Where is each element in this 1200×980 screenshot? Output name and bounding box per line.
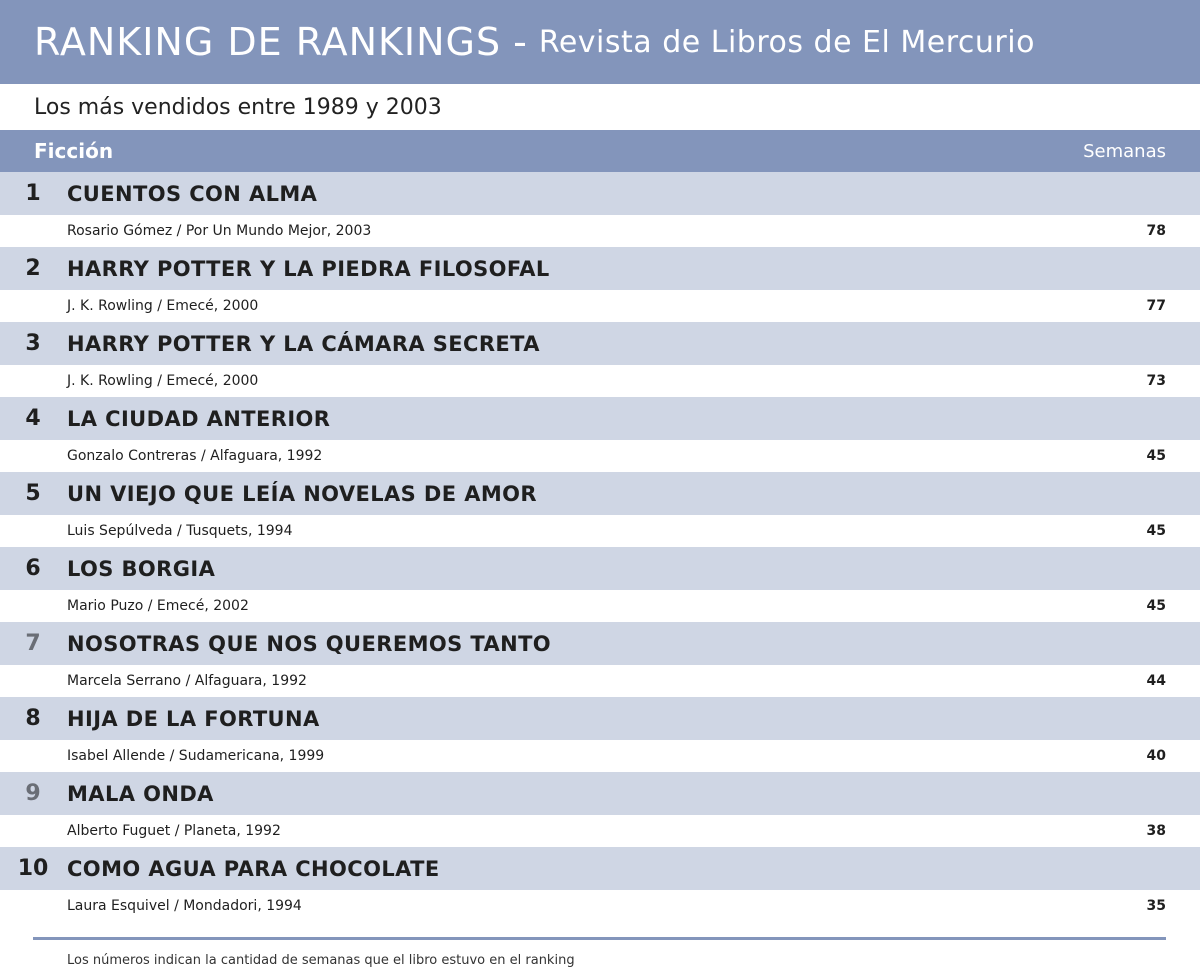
weeks-count: 38 — [1146, 823, 1166, 839]
author-publisher: Laura Esquivel / Mondadori, 1994 — [67, 898, 302, 914]
rank-number: 8 — [25, 706, 41, 731]
book-detail-row: Luis Sepúlveda / Tusquets, 1994 45 — [0, 515, 1200, 547]
page-header: RANKING DE RANKINGS - Revista de Libros … — [0, 0, 1200, 84]
weeks-count: 77 — [1146, 298, 1166, 314]
book-detail-row: Alberto Fuguet / Planeta, 1992 38 — [0, 815, 1200, 847]
book-title: LA CIUDAD ANTERIOR — [67, 406, 331, 431]
author-publisher: J. K. Rowling / Emecé, 2000 — [67, 298, 259, 314]
footnote: Los números indican la cantidad de seman… — [67, 953, 575, 968]
author-publisher: J. K. Rowling / Emecé, 2000 — [67, 373, 259, 389]
rank-number: 4 — [25, 406, 41, 431]
rank-number: 2 — [25, 256, 41, 281]
book-title: NOSOTRAS QUE NOS QUEREMOS TANTO — [67, 631, 552, 656]
rank-number: 3 — [25, 331, 41, 356]
book-title: MALA ONDA — [67, 781, 214, 806]
author-publisher: Alberto Fuguet / Planeta, 1992 — [67, 823, 281, 839]
book-title: HARRY POTTER Y LA PIEDRA FILOSOFAL — [67, 256, 550, 281]
book-title-row: 2 HARRY POTTER Y LA PIEDRA FILOSOFAL — [0, 247, 1200, 290]
rank-number: 5 — [25, 481, 41, 506]
footer-divider — [33, 937, 1166, 940]
rank-number: 10 — [17, 856, 49, 881]
page-subtitle: Revista de Libros de El Mercurio — [538, 24, 1035, 60]
weeks-count: 35 — [1146, 898, 1166, 914]
weeks-count: 78 — [1146, 223, 1166, 239]
book-title-row: 10 COMO AGUA PARA CHOCOLATE — [0, 847, 1200, 890]
author-publisher: Gonzalo Contreras / Alfaguara, 1992 — [67, 448, 323, 464]
author-publisher: Isabel Allende / Sudamericana, 1999 — [67, 748, 325, 764]
book-title: LOS BORGIA — [67, 556, 216, 581]
weeks-count: 44 — [1146, 673, 1166, 689]
book-detail-row: Rosario Gómez / Por Un Mundo Mejor, 2003… — [0, 215, 1200, 247]
author-publisher: Luis Sepúlveda / Tusquets, 1994 — [67, 523, 293, 539]
weeks-count: 73 — [1146, 373, 1166, 389]
book-title: UN VIEJO QUE LEÍA NOVELAS DE AMOR — [67, 481, 537, 506]
book-title-row: 9 MALA ONDA — [0, 772, 1200, 815]
page-title: RANKING DE RANKINGS — [34, 20, 502, 64]
date-range-caption: Los más vendidos entre 1989 y 2003 — [34, 94, 442, 120]
book-detail-row: Laura Esquivel / Mondadori, 1994 35 — [0, 890, 1200, 922]
book-title: HARRY POTTER Y LA CÁMARA SECRETA — [67, 331, 540, 356]
book-title-row: 3 HARRY POTTER Y LA CÁMARA SECRETA — [0, 322, 1200, 365]
book-detail-row: Marcela Serrano / Alfaguara, 1992 44 — [0, 665, 1200, 697]
book-title-row: 6 LOS BORGIA — [0, 547, 1200, 590]
book-detail-row: Isabel Allende / Sudamericana, 1999 40 — [0, 740, 1200, 772]
author-publisher: Rosario Gómez / Por Un Mundo Mejor, 2003 — [67, 223, 372, 239]
section-header: Ficción Semanas — [0, 130, 1200, 172]
book-detail-row: Mario Puzo / Emecé, 2002 45 — [0, 590, 1200, 622]
book-title-row: 5 UN VIEJO QUE LEÍA NOVELAS DE AMOR — [0, 472, 1200, 515]
weeks-count: 45 — [1146, 598, 1166, 614]
title-separator: - — [513, 20, 527, 64]
ranking-list: 1 CUENTOS CON ALMA Rosario Gómez / Por U… — [0, 172, 1200, 922]
book-detail-row: Gonzalo Contreras / Alfaguara, 1992 45 — [0, 440, 1200, 472]
rank-number: 9 — [25, 781, 41, 806]
section-title: Ficción — [34, 139, 114, 163]
book-title: CUENTOS CON ALMA — [67, 181, 318, 206]
rank-number: 6 — [25, 556, 41, 581]
book-title-row: 4 LA CIUDAD ANTERIOR — [0, 397, 1200, 440]
book-detail-row: J. K. Rowling / Emecé, 2000 77 — [0, 290, 1200, 322]
book-detail-row: J. K. Rowling / Emecé, 2000 73 — [0, 365, 1200, 397]
weeks-count: 45 — [1146, 448, 1166, 464]
book-title-row: 8 HIJA DE LA FORTUNA — [0, 697, 1200, 740]
book-title: COMO AGUA PARA CHOCOLATE — [67, 856, 440, 881]
weeks-count: 40 — [1146, 748, 1166, 764]
book-title-row: 7 NOSOTRAS QUE NOS QUEREMOS TANTO — [0, 622, 1200, 665]
rank-number: 7 — [25, 631, 41, 656]
weeks-count: 45 — [1146, 523, 1166, 539]
author-publisher: Mario Puzo / Emecé, 2002 — [67, 598, 249, 614]
book-title-row: 1 CUENTOS CON ALMA — [0, 172, 1200, 215]
rank-number: 1 — [25, 181, 41, 206]
book-title: HIJA DE LA FORTUNA — [67, 706, 320, 731]
author-publisher: Marcela Serrano / Alfaguara, 1992 — [67, 673, 307, 689]
weeks-column-label: Semanas — [1083, 140, 1166, 162]
